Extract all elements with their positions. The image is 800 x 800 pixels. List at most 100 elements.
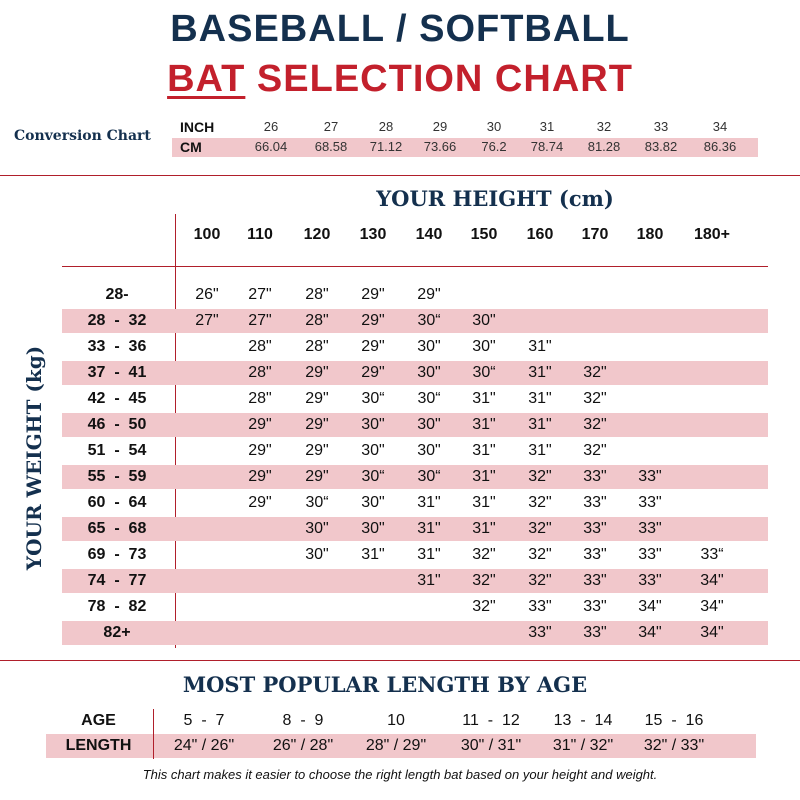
age-range: 15 - 16 [644, 712, 704, 729]
bat-length-cell: 30“ [417, 468, 441, 485]
inch-value: 26 [263, 119, 279, 134]
bat-length-cell: 31" [417, 546, 441, 563]
inch-value: 30 [486, 119, 502, 134]
title-rest: SELECTION CHART [245, 58, 633, 100]
bat-length-cell: 30“ [361, 390, 385, 407]
bat-length-cell: 31" [528, 338, 552, 355]
bat-length-cell: 29" [248, 494, 272, 511]
bat-length-cell: 30" [417, 442, 441, 459]
bat-length-cell: 33" [638, 468, 662, 485]
bat-length-cell: 28" [305, 286, 329, 303]
height-column-header: 120 [303, 226, 331, 243]
bat-length-cell: 28" [248, 338, 272, 355]
bat-length-cell: 30" [417, 338, 441, 355]
bat-length-cell: 30" [361, 416, 385, 433]
age-length: 28" / 29" [365, 737, 427, 754]
title-line-1: BASEBALL / SOFTBALL [170, 8, 630, 50]
bat-length-cell: 29" [305, 390, 329, 407]
bat-length-cell: 33" [583, 546, 607, 563]
height-column-header: 150 [470, 226, 498, 243]
bat-length-cell: 33" [638, 494, 662, 511]
title-line-2: BAT SELECTION CHART [0, 58, 800, 101]
bat-length-cell: 32" [583, 364, 607, 381]
bat-length-cell: 31" [528, 364, 552, 381]
inch-value: 28 [378, 119, 394, 134]
bat-length-cell: 33" [638, 546, 662, 563]
age-range: 13 - 14 [553, 712, 613, 729]
cm-value: 81.28 [587, 139, 621, 154]
top-divider [0, 175, 800, 176]
height-column-header: 100 [193, 226, 221, 243]
age-range: 11 - 12 [462, 712, 520, 729]
bat-length-cell: 30" [472, 312, 496, 329]
weight-row: 28 - 32 27" 27" 28" 29" 30“ 30" [62, 309, 768, 333]
bat-length-cell: 32" [528, 494, 552, 511]
bat-length-cell: 28" [248, 364, 272, 381]
conversion-chart-label: Conversion Chart [14, 128, 151, 144]
weight-range-label: 55 - 59 [87, 468, 147, 485]
weight-axis-title: YOUR WEIGHT (kg) [22, 345, 46, 571]
age-length: 30" / 31" [460, 737, 522, 754]
bat-length-cell: 31" [417, 520, 441, 537]
bat-length-cell: 31" [528, 390, 552, 407]
bat-length-cell: 29" [305, 468, 329, 485]
bat-length-cell: 34" [638, 624, 662, 641]
bat-length-cell: 31" [417, 572, 441, 589]
bat-length-cell: 32" [528, 520, 552, 537]
bat-length-cell: 29" [361, 286, 385, 303]
header-underline [62, 266, 768, 267]
bat-length-cell: 31" [417, 494, 441, 511]
weight-range-label: 78 - 82 [87, 598, 147, 615]
bat-length-cell: 31" [472, 416, 496, 433]
height-column-header: 180 [636, 226, 664, 243]
weight-row: 51 - 54 29" 29" 30" 30" 31" 31" 32" [62, 439, 768, 463]
bat-length-cell: 30" [417, 416, 441, 433]
bat-length-cell: 30“ [305, 494, 329, 511]
weight-row: 37 - 41 28" 29" 29" 30" 30“ 31" 32" [62, 361, 768, 385]
inch-value: 29 [432, 119, 448, 134]
bat-length-cell: 28" [305, 338, 329, 355]
weight-row: 69 - 73 30" 31" 31" 32" 32" 33" 33" 33“ [62, 543, 768, 567]
bat-length-cell: 31" [472, 468, 496, 485]
weight-row: 82+ 33" 33" 34" 34" [62, 621, 768, 645]
bat-length-cell: 31" [472, 390, 496, 407]
footnote: This chart makes it easier to choose the… [142, 767, 658, 782]
bat-length-cell: 33" [638, 572, 662, 589]
bat-length-cell: 34" [700, 598, 724, 615]
weight-range-label: 69 - 73 [87, 546, 147, 563]
cm-value: 73.66 [423, 139, 457, 154]
bat-length-cell: 31" [472, 494, 496, 511]
bat-length-cell: 33" [528, 624, 552, 641]
bat-length-cell: 31" [528, 442, 552, 459]
bat-length-cell: 28" [305, 312, 329, 329]
bat-length-cell: 33" [528, 598, 552, 615]
bat-length-cell: 30" [361, 442, 385, 459]
bat-length-cell: 32" [472, 598, 496, 615]
bat-length-cell: 32" [583, 442, 607, 459]
age-label-divider [153, 709, 154, 759]
inch-value: 32 [596, 119, 612, 134]
bat-length-cell: 32" [528, 468, 552, 485]
cm-value: 78.74 [530, 139, 564, 154]
bat-length-cell: 29" [305, 416, 329, 433]
height-column-header: 110 [247, 226, 273, 243]
title-accent: BAT [167, 58, 246, 100]
bat-length-cell: 30" [417, 364, 441, 381]
inch-value: 33 [653, 119, 669, 134]
bat-length-cell: 31" [528, 416, 552, 433]
age-length: 24" / 26" [173, 737, 235, 754]
height-column-header: 160 [526, 226, 554, 243]
weight-range-label: 82+ [103, 624, 131, 641]
bat-length-cell: 32" [583, 390, 607, 407]
bat-length-cell: 30“ [361, 468, 385, 485]
cm-value: 71.12 [369, 139, 403, 154]
bat-length-cell: 33" [583, 468, 607, 485]
age-length: 32" / 33" [643, 737, 705, 754]
weight-row: 46 - 50 29" 29" 30" 30" 31" 31" 32" [62, 413, 768, 437]
bat-length-cell: 30“ [472, 364, 496, 381]
inch-value: 27 [323, 119, 339, 134]
bat-length-cell: 33" [638, 520, 662, 537]
height-column-header: 140 [415, 226, 443, 243]
bat-length-cell: 30" [361, 520, 385, 537]
bat-length-cell: 33" [583, 572, 607, 589]
